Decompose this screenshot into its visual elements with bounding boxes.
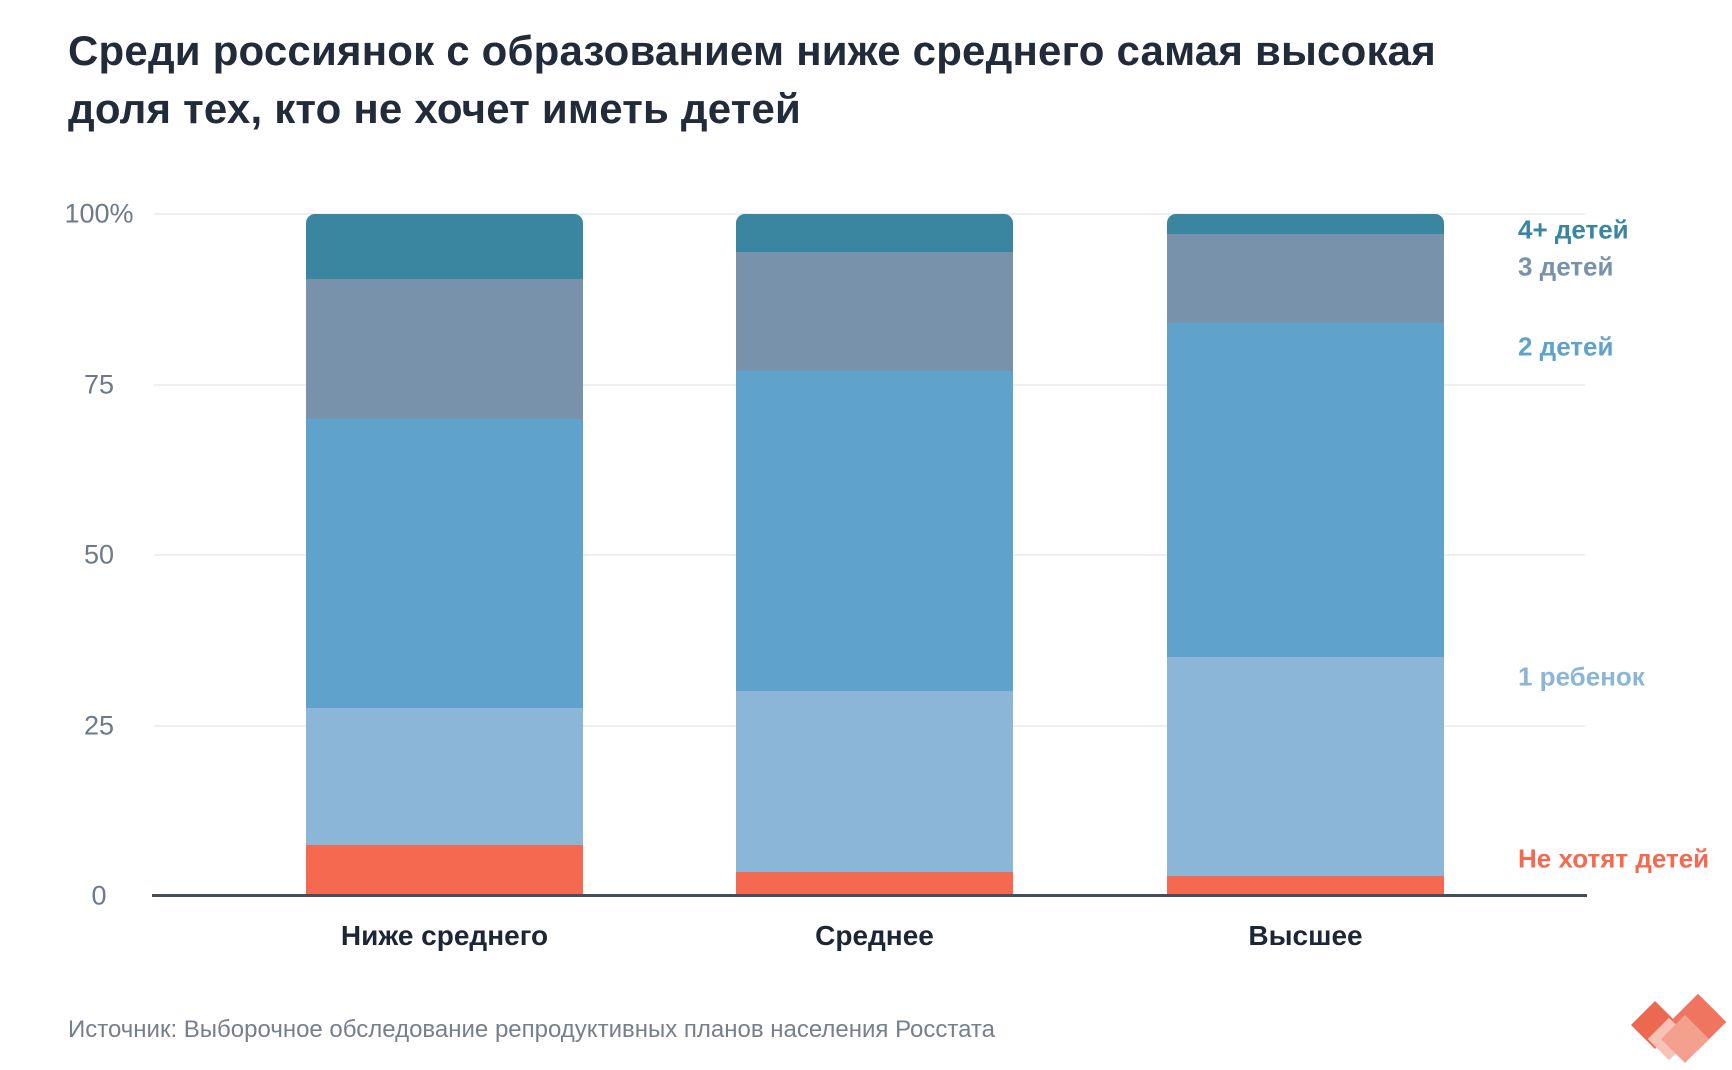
legend-label: 2 детей bbox=[1518, 331, 1614, 362]
bar-segment bbox=[1167, 657, 1444, 876]
bar-segment bbox=[736, 872, 1013, 896]
legend-label: Не хотят детей bbox=[1518, 843, 1710, 874]
brand-heart-logo bbox=[1630, 993, 1728, 1064]
title-line-2: доля тех, кто не хочет иметь детей bbox=[68, 85, 802, 132]
bar-segment bbox=[1167, 323, 1444, 658]
x-axis-line bbox=[152, 894, 1587, 897]
bar-segment bbox=[1167, 214, 1444, 235]
bar-segment bbox=[736, 370, 1013, 692]
category-label-3: Высшее bbox=[1248, 920, 1363, 951]
gridline-100 bbox=[154, 213, 1585, 215]
bar-3 bbox=[1167, 214, 1444, 896]
y-tick-label-100: 100% bbox=[64, 198, 134, 229]
bar-segment bbox=[306, 278, 583, 419]
legend-label: 4+ детей bbox=[1518, 214, 1629, 245]
bar-segment bbox=[306, 214, 583, 279]
y-tick-label-0: 0 bbox=[91, 880, 107, 911]
source-text: Источник: Выборочное обследование репрод… bbox=[68, 1016, 995, 1043]
legend-label: 1 ребенок bbox=[1518, 661, 1645, 692]
bar-segment bbox=[306, 418, 583, 709]
title-line-1: Среди россиянок с образованием ниже сред… bbox=[68, 27, 1436, 74]
bar-2 bbox=[736, 214, 1013, 896]
bar-segment bbox=[306, 844, 583, 896]
plot-area bbox=[152, 213, 1585, 896]
chart-title: Среди россиянок с образованием ниже сред… bbox=[68, 22, 1578, 138]
bar-segment bbox=[736, 691, 1013, 873]
category-label-2: Среднее bbox=[815, 920, 934, 951]
bar-segment bbox=[736, 251, 1013, 371]
y-tick-label-75: 75 bbox=[83, 369, 115, 399]
bar-segment bbox=[1167, 875, 1444, 896]
category-label-1: Ниже среднего bbox=[340, 920, 549, 951]
bar-segment bbox=[306, 708, 583, 845]
bar-segment bbox=[1167, 234, 1444, 324]
bar-segment bbox=[736, 214, 1013, 252]
bar-1 bbox=[306, 214, 583, 896]
y-tick-label-50: 50 bbox=[83, 539, 115, 570]
legend-label: 3 детей bbox=[1518, 251, 1614, 282]
y-tick-label-25: 25 bbox=[83, 710, 115, 740]
